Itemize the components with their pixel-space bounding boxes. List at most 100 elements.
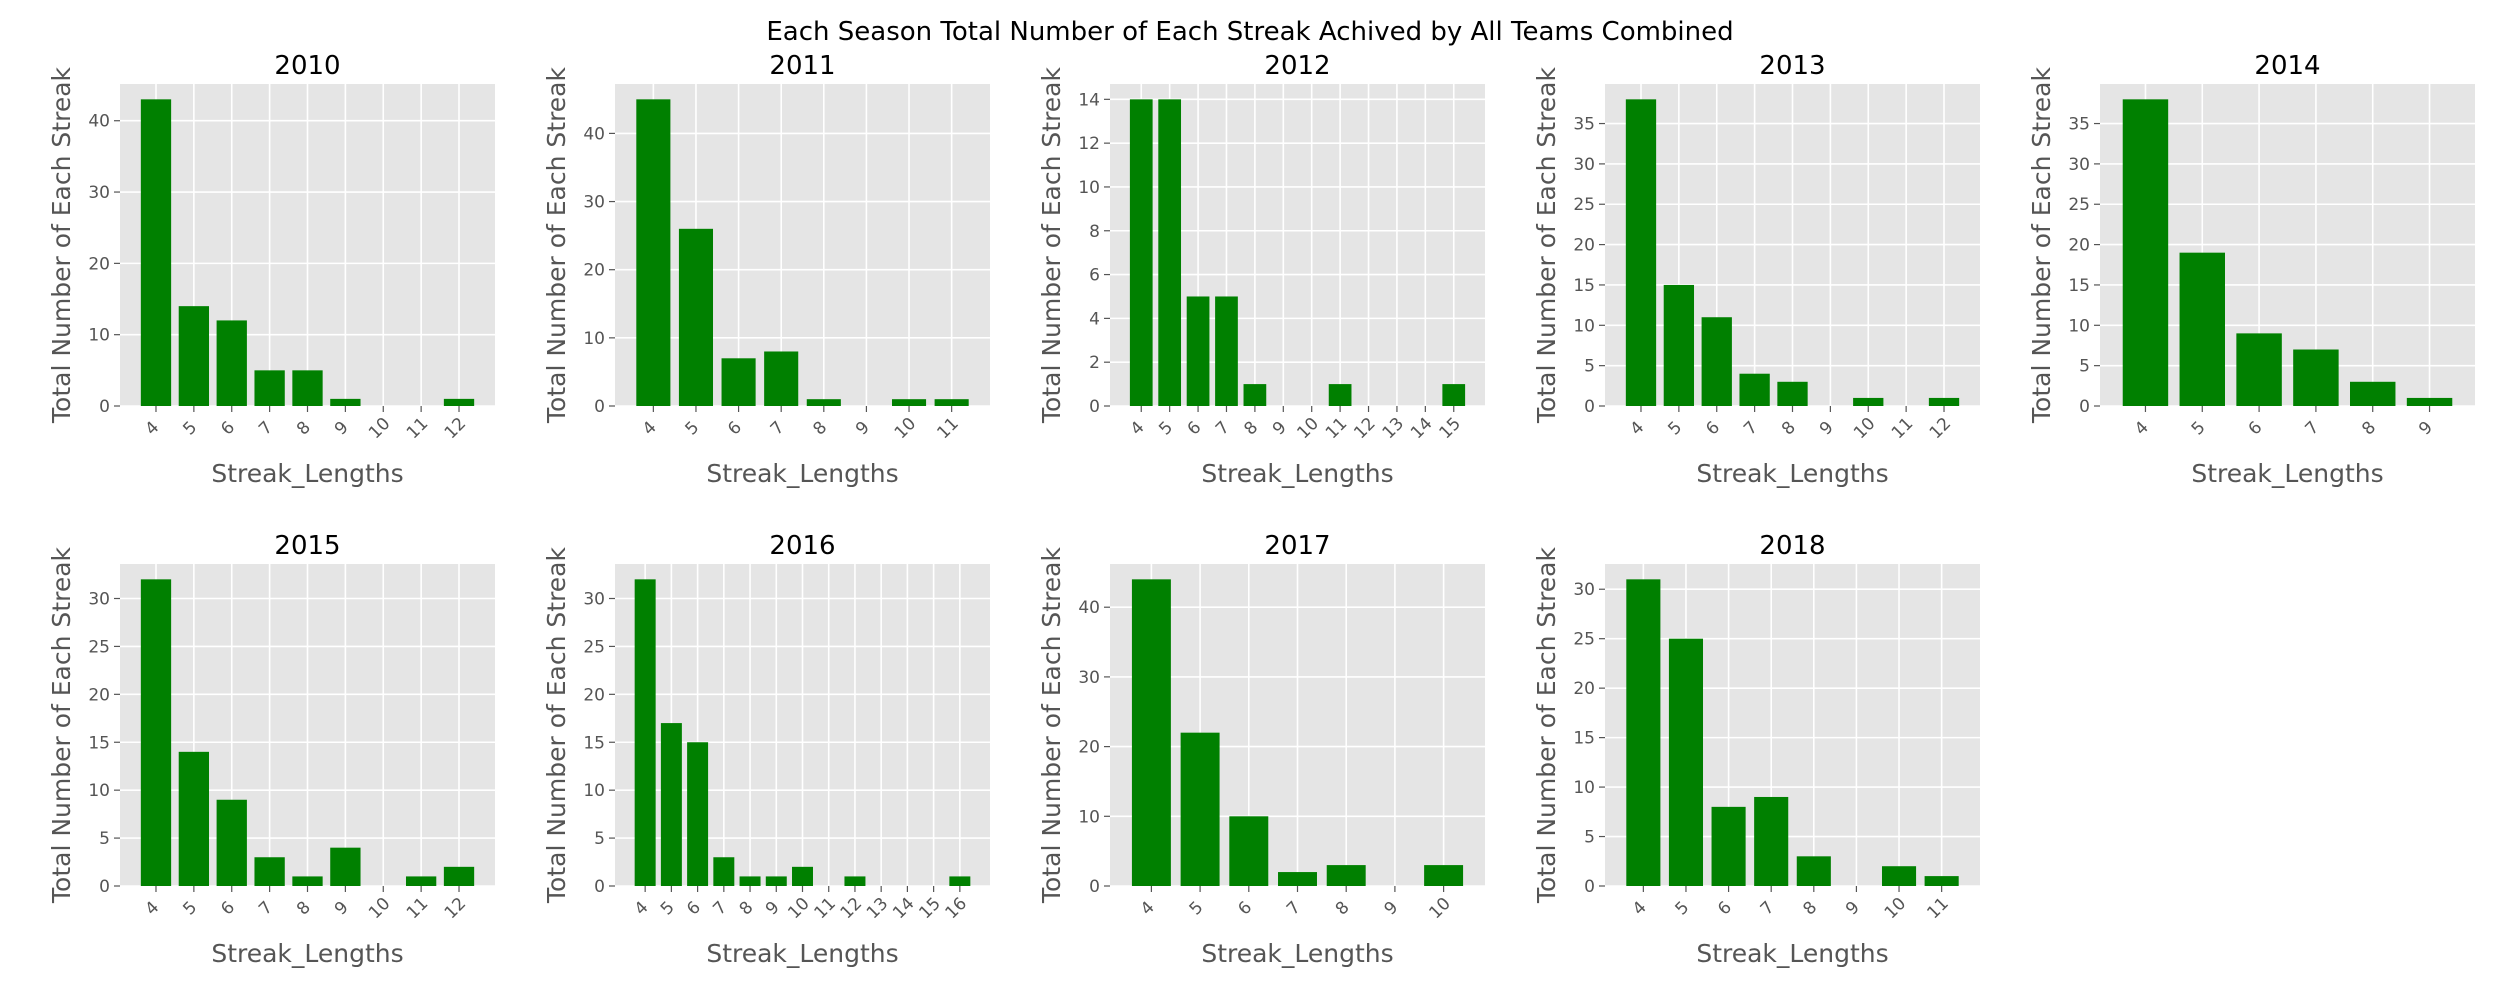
x-tick-label: 9 (852, 418, 874, 440)
x-tick-label: 10 (365, 894, 394, 923)
bar-5 (1158, 99, 1182, 406)
x-tick-label: 9 (331, 418, 353, 440)
y-tick-label: 5 (1584, 357, 1595, 377)
x-tick-label: 9 (2415, 418, 2437, 440)
bar-11 (1924, 876, 1959, 886)
x-tick-label: 4 (142, 418, 164, 440)
y-tick-label: 25 (88, 637, 110, 657)
y-tick-label: 30 (1078, 668, 1100, 688)
bar-9 (765, 876, 787, 886)
bar-6 (216, 799, 247, 886)
y-tick-label: 20 (1573, 236, 1595, 256)
x-tick-label: 5 (179, 898, 201, 920)
bar-5 (2179, 252, 2225, 406)
bar-5 (1668, 638, 1704, 886)
y-axis-label: Total Number of Each Streak (1037, 546, 1066, 904)
y-axis-label: Total Number of Each Streak (47, 66, 76, 424)
bar-8 (292, 876, 323, 886)
x-axis-label: Streak_Lengths (211, 939, 403, 968)
bar-10 (1881, 866, 1917, 886)
subplot-title: 2017 (1264, 531, 1330, 561)
bar-11 (405, 876, 437, 886)
y-tick-label: 20 (2068, 236, 2090, 256)
plot-area (615, 84, 990, 406)
x-axis-label: Streak_Lengths (706, 939, 898, 968)
y-tick-label: 25 (583, 637, 605, 657)
y-tick-label: 5 (2079, 357, 2090, 377)
bar-11 (934, 399, 969, 406)
bar-6 (216, 320, 247, 406)
y-tick-label: 40 (1078, 598, 1100, 618)
x-tick-label: 7 (1283, 898, 1305, 920)
x-tick-label: 15 (915, 894, 944, 923)
x-tick-label: 6 (1234, 898, 1256, 920)
bar-7 (254, 857, 285, 886)
x-tick-label: 6 (2245, 418, 2267, 440)
x-tick-label: 6 (217, 418, 239, 440)
subplot-title: 2012 (1264, 51, 1330, 81)
y-tick-label: 25 (1573, 630, 1595, 650)
bar-8 (739, 876, 761, 886)
y-tick-label: 12 (1078, 134, 1100, 154)
y-tick-label: 30 (88, 183, 110, 203)
y-tick-label: 25 (2068, 195, 2090, 215)
y-tick-label: 20 (1573, 679, 1595, 699)
y-axis-label: Total Number of Each Streak (1037, 66, 1066, 424)
y-tick-label: 6 (1089, 266, 1100, 286)
bar-7 (1215, 296, 1238, 406)
y-tick-label: 2 (1089, 353, 1100, 373)
x-tick-label: 6 (1184, 418, 1206, 440)
y-tick-label: 10 (1078, 178, 1100, 198)
x-tick-label: 15 (1435, 414, 1464, 443)
y-tick-label: 10 (1573, 778, 1595, 798)
x-tick-label: 12 (1926, 414, 1955, 443)
x-tick-label: 7 (1740, 418, 1762, 440)
x-axis-label: Streak_Lengths (2191, 459, 2383, 488)
x-tick-label: 5 (1186, 898, 1208, 920)
x-tick-label: 6 (217, 898, 239, 920)
x-tick-label: 9 (331, 898, 353, 920)
figure-title: Each Season Total Number of Each Streak … (766, 17, 1733, 47)
x-tick-label: 5 (1672, 898, 1694, 920)
y-axis-label: Total Number of Each Streak (47, 546, 76, 904)
bar-15 (1442, 384, 1466, 406)
y-tick-label: 10 (583, 329, 605, 349)
y-tick-label: 10 (88, 781, 110, 801)
x-tick-label: 10 (365, 414, 394, 443)
subplot-2011: 0 10 20 30 40 4 5 6 7 8 9 10 11 2011 Streak_Lengths Tot… (542, 51, 990, 488)
bar-5 (678, 228, 714, 406)
x-tick-label: 4 (1127, 418, 1149, 440)
x-tick-label: 11 (1888, 414, 1917, 443)
x-tick-label: 8 (1332, 898, 1354, 920)
y-tick-label: 14 (1078, 90, 1100, 110)
subplot-title: 2010 (274, 51, 340, 81)
bar-9 (330, 847, 361, 886)
x-tick-label: 4 (1629, 898, 1651, 920)
x-tick-label: 7 (255, 418, 277, 440)
x-tick-label: 6 (1714, 898, 1736, 920)
bar-10 (891, 399, 927, 406)
x-tick-label: 10 (1425, 894, 1454, 923)
x-tick-label: 16 (942, 894, 971, 923)
bar-5 (178, 306, 210, 406)
y-tick-label: 40 (88, 112, 110, 132)
bar-4 (2122, 99, 2169, 406)
y-tick-label: 30 (1573, 580, 1595, 600)
y-tick-label: 30 (583, 590, 605, 610)
x-tick-label: 5 (657, 898, 679, 920)
bar-4 (1129, 99, 1153, 406)
bar-8 (1796, 856, 1831, 886)
x-tick-label: 12 (441, 414, 470, 443)
y-tick-label: 0 (594, 877, 605, 897)
x-tick-label: 9 (1816, 418, 1838, 440)
x-axis-label: Streak_Lengths (1201, 939, 1393, 968)
y-tick-label: 20 (583, 261, 605, 281)
x-tick-label: 11 (403, 414, 432, 443)
subplot-title: 2013 (1759, 51, 1825, 81)
x-tick-label: 11 (1923, 894, 1952, 923)
subplot-2010: 0 10 20 30 40 4 5 6 7 8 9 10 11 12 2010 Streak_Lengths T… (47, 51, 495, 488)
x-tick-label: 7 (2301, 418, 2323, 440)
